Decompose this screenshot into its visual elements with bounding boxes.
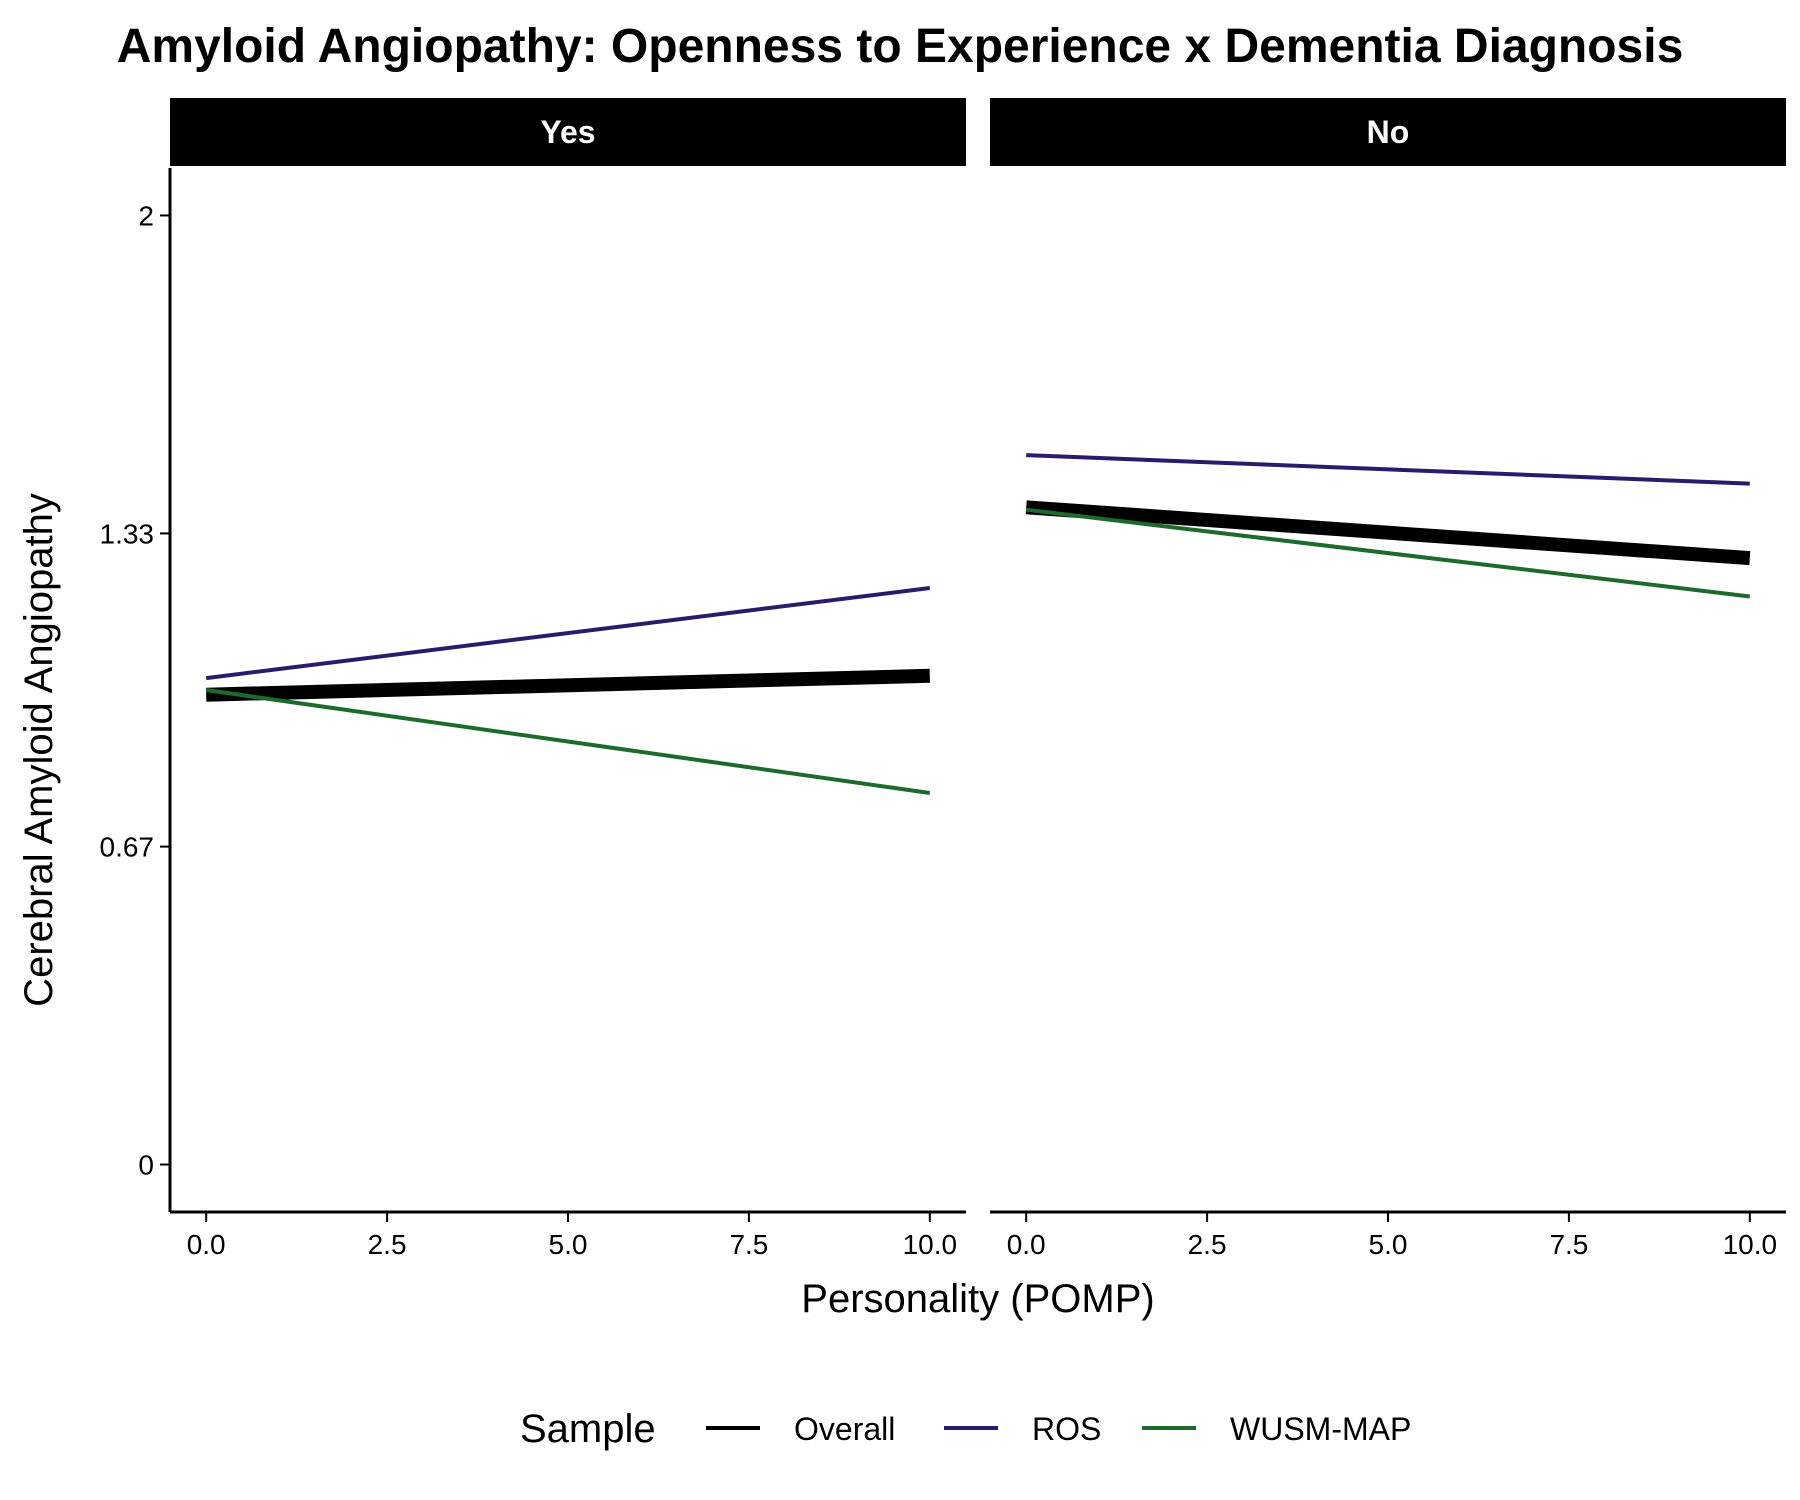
x-tick-label: 10.0 <box>903 1229 958 1260</box>
panel-no: No 0.0 2.5 5.0 7.5 10.0 <box>990 98 1786 1260</box>
x-tick-label: 5.0 <box>1369 1229 1408 1260</box>
series-line-wusm-map <box>205 688 931 795</box>
y-tick-label: 0.67 <box>100 832 155 863</box>
strip-no <box>990 98 1786 166</box>
panels: Yes 0 0.67 1.33 2 0.0 2.5 5.0 7.5 10.0 No 0.0 2.5 5.0… <box>100 98 1786 1260</box>
strip-label-no: No <box>1367 114 1410 150</box>
y-tick-label: 1.33 <box>100 518 155 549</box>
x-tick-label: 2.5 <box>1188 1229 1227 1260</box>
legend-title: Sample <box>520 1407 656 1451</box>
x-tick-label: 2.5 <box>368 1229 407 1260</box>
x-tick-label: 10.0 <box>1723 1229 1778 1260</box>
x-tick-label: 0.0 <box>187 1229 226 1260</box>
x-tick-label: 7.5 <box>1549 1229 1588 1260</box>
chart-title: Amyloid Angiopathy: Openness to Experien… <box>117 20 1684 73</box>
series-line-wusm-map <box>1025 507 1751 599</box>
x-tick-label: 5.0 <box>549 1229 588 1260</box>
legend-label-ros: ROS <box>1032 1411 1101 1447</box>
x-tick-label: 0.0 <box>1007 1229 1046 1260</box>
series-line-ros <box>205 586 931 681</box>
series-line-ros <box>1026 453 1750 486</box>
legend-label-wusm-map: WUSM-MAP <box>1230 1411 1411 1447</box>
panel-yes: Yes 0 0.67 1.33 2 0.0 2.5 5.0 7.5 10.0 <box>100 98 966 1260</box>
y-axis-title: Cerebral Amyloid Angiopathy <box>17 493 61 1007</box>
series-line-overall <box>1025 500 1751 566</box>
y-tick-label: 2 <box>138 200 154 231</box>
strip-yes <box>170 98 966 166</box>
x-tick-label: 7.5 <box>729 1229 768 1260</box>
legend: Sample Overall ROS WUSM-MAP <box>520 1407 1411 1451</box>
series-line-overall <box>206 668 930 702</box>
strip-label-yes: Yes <box>540 114 595 150</box>
x-axis-title: Personality (POMP) <box>801 1277 1154 1321</box>
y-tick-label: 0 <box>138 1150 154 1181</box>
legend-label-overall: Overall <box>794 1411 895 1447</box>
